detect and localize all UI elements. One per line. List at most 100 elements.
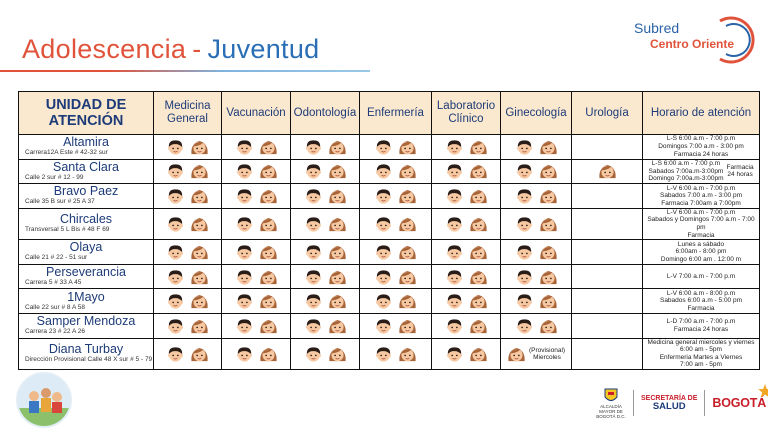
boy-face-icon	[305, 347, 321, 362]
boy-face-icon	[516, 164, 532, 179]
service-cell	[359, 263, 432, 290]
service-cell	[500, 239, 572, 265]
service-cell	[359, 134, 432, 160]
service-cell	[153, 158, 222, 185]
boy-face-icon	[446, 347, 462, 362]
service-cell	[431, 337, 501, 370]
boy-girl-faces	[501, 187, 571, 205]
girl-face-icon	[259, 165, 277, 179]
boy-face-icon	[516, 294, 532, 309]
boy-girl-faces	[360, 215, 431, 233]
service-cell	[290, 183, 360, 209]
schedule: Lunes a sábado 6:00am - 8:00 pm Domingo 6:…	[643, 241, 759, 264]
schedule-line: L-V 6:00 a.m - 8:00 p.m	[666, 289, 736, 297]
unit-name: Olaya	[69, 240, 103, 255]
bogota-text: BOGOTÁ	[712, 396, 767, 410]
boy-girl-faces	[360, 138, 431, 156]
girl-face-icon	[539, 217, 557, 232]
boy-face-icon	[236, 140, 252, 155]
boy-face-icon	[516, 140, 532, 155]
girl-face-icon	[328, 294, 346, 309]
table-row: Olaya Calle 21 # 22 - 51 sur Lunes a sábad…	[18, 239, 760, 265]
table-row: Altamira Carrera12A Este # 42-32 sur L-S 6…	[18, 134, 760, 160]
boy-face-icon	[446, 294, 462, 309]
boy-face-icon	[446, 189, 462, 204]
schedule-line: Farmacia	[687, 231, 715, 239]
title-underline	[0, 70, 370, 72]
service-cell	[290, 312, 360, 339]
boy-face-icon	[446, 319, 462, 334]
brand-line2: Centro Oriente	[650, 37, 735, 51]
column-header: Horario de atención	[642, 91, 760, 135]
provisional-text: (Provisional) Miercoles	[529, 347, 565, 361]
service-cell	[571, 288, 643, 314]
boy-face-icon	[516, 217, 532, 232]
schedule-line: Sabados 7:00a.m-3:00pm	[648, 167, 724, 175]
boy-face-icon	[516, 319, 532, 334]
girl-face-icon	[259, 189, 277, 204]
schedule-side: Farmacia 24 horas	[727, 164, 754, 179]
boy-girl-faces	[360, 292, 431, 310]
boy-girl-faces	[360, 345, 431, 363]
boy-girl-faces	[432, 243, 500, 261]
unit-name: 1Mayo	[67, 289, 105, 304]
service-cell	[571, 183, 643, 209]
boy-face-icon	[305, 164, 321, 179]
girl-face-icon	[469, 270, 487, 284]
girl-face-icon	[539, 270, 557, 284]
unit-address: Carrera12A Este # 42-32 sur	[25, 149, 108, 157]
boy-face-icon	[168, 140, 183, 155]
boy-face-icon	[168, 269, 183, 285]
girl-face-icon	[328, 270, 346, 284]
boy-girl-faces	[222, 317, 290, 335]
boy-girl-faces	[291, 138, 359, 156]
boy-face-icon	[376, 164, 391, 179]
unit-address: Calle 21 # 22 - 51 sur	[25, 254, 88, 262]
boy-face-icon	[168, 294, 183, 309]
brand-arc-icon	[719, 16, 755, 64]
boy-face-icon	[516, 189, 532, 204]
service-cell	[290, 239, 360, 265]
boy-face-icon	[376, 319, 391, 334]
boy-girl-faces	[432, 292, 500, 310]
girl-face-icon	[598, 165, 616, 179]
schedule-line: 7:00 am - 5pm	[680, 361, 722, 369]
schedule: L-V 6:00 a.m - 7:00 p.m Sabados y Domingo…	[643, 209, 759, 239]
boy-face-icon	[376, 347, 391, 362]
service-cell	[500, 134, 572, 160]
girl-face-icon	[259, 270, 277, 284]
girl-face-icon	[399, 319, 416, 333]
boy-girl-faces	[501, 162, 571, 180]
girl-face-icon	[191, 165, 208, 179]
unit-address: Carrera 23 # 22 A 26	[25, 328, 85, 336]
girl-face-icon	[399, 217, 416, 232]
girl-face-icon	[328, 217, 346, 232]
girl-face-icon	[399, 165, 416, 179]
girl-face-icon	[328, 319, 346, 333]
boy-girl-faces	[501, 268, 571, 286]
boy-face-icon	[376, 245, 391, 260]
boy-girl-faces	[291, 215, 359, 233]
girl-face-icon	[469, 165, 487, 179]
boy-girl-faces	[222, 138, 290, 156]
schedule-line: Farmacia 24 horas	[673, 325, 729, 333]
boy-girl-faces	[154, 138, 221, 156]
service-cell	[153, 134, 222, 160]
schedule-main: L-S 6:00 a.m - 7:00 p.m Sabados 7:00a.m-3…	[648, 160, 723, 183]
title-part2: Juventud	[207, 34, 320, 64]
service-cell	[359, 239, 432, 265]
service-cell	[571, 134, 643, 160]
service-cell	[431, 239, 501, 265]
boy-face-icon	[376, 189, 391, 204]
schedule-cell: L-V 6:00 a.m - 8:00 p.m Sabados 6:00 a.m …	[642, 288, 760, 314]
boy-face-icon	[305, 294, 321, 309]
boy-girl-faces	[222, 243, 290, 261]
service-cell	[221, 207, 291, 241]
schedule-line: 6:00am - 8:00 pm	[675, 248, 727, 256]
girl-face-icon	[191, 140, 208, 154]
boy-girl-faces	[291, 268, 359, 286]
schedule-cell: L-V 6:00 a.m - 7:00 p.m Sabados y Domingo…	[642, 207, 760, 241]
unit-cell: Bravo Paez Calle 35 B sur # 25 A 37	[18, 183, 154, 209]
girl-face-icon	[191, 294, 208, 309]
boy-girl-faces	[154, 187, 221, 205]
